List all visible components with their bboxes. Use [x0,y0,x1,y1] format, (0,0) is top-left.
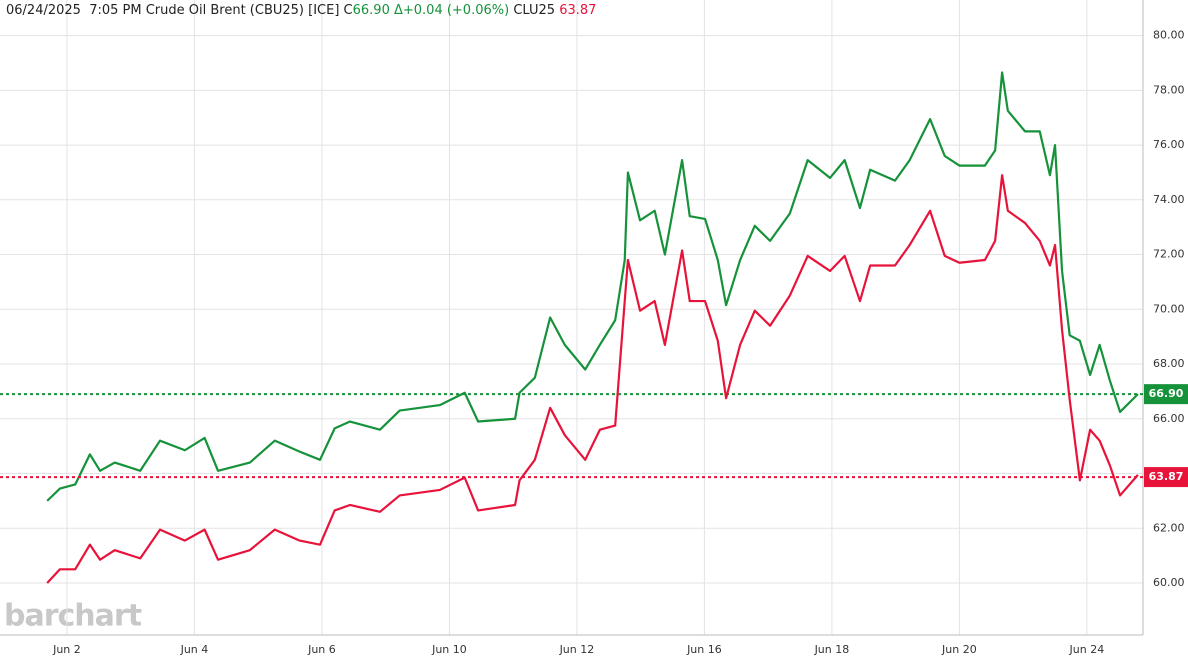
header-datetime: 06/24/2025 7:05 PM [6,3,142,18]
x-tick-label: Jun 20 [941,643,977,656]
x-tick-label: Jun 16 [686,643,722,656]
header-close-prefix: C [343,3,353,18]
last-value-label: 66.90 [1149,387,1184,400]
y-tick-label: 66.00 [1153,412,1185,425]
last-value-label: 63.87 [1149,470,1184,483]
y-tick-label: 76.00 [1153,138,1185,151]
header: 06/24/2025 7:05 PM Crude Oil Brent (CBU2… [6,3,596,18]
last-value-box [1144,384,1188,405]
x-tick-label: Jun 2 [52,643,81,656]
y-tick-label: 72.00 [1153,248,1185,261]
y-tick-label: 60.00 [1153,576,1185,589]
header-compare-symbol: CLU25 [513,3,556,18]
price-line [46,174,1139,584]
y-tick-label: 68.00 [1153,357,1185,370]
x-tick-label: Jun 18 [814,643,850,656]
x-tick-label: Jun 10 [431,643,467,656]
x-tick-label: Jun 12 [559,643,595,656]
header-symbol: Crude Oil Brent (CBU25) [ICE] [145,3,340,18]
y-tick-label: 74.00 [1153,193,1185,206]
y-tick-label: 62.00 [1153,521,1185,534]
watermark: barchart [4,599,142,634]
x-tick-label: Jun 6 [307,643,336,656]
last-value-box [1144,467,1188,488]
header-change: Δ+0.04 (+0.06%) [393,3,510,18]
y-tick-label: 78.00 [1153,83,1185,96]
header-close: 66.90 [352,3,390,18]
x-tick-label: Jun 4 [180,643,209,656]
y-tick-label: 80.00 [1153,29,1185,42]
y-tick-label: 70.00 [1153,302,1185,315]
price-line [46,71,1139,502]
x-tick-label: Jun 24 [1069,643,1105,656]
header-compare-value: 63.87 [559,3,597,18]
